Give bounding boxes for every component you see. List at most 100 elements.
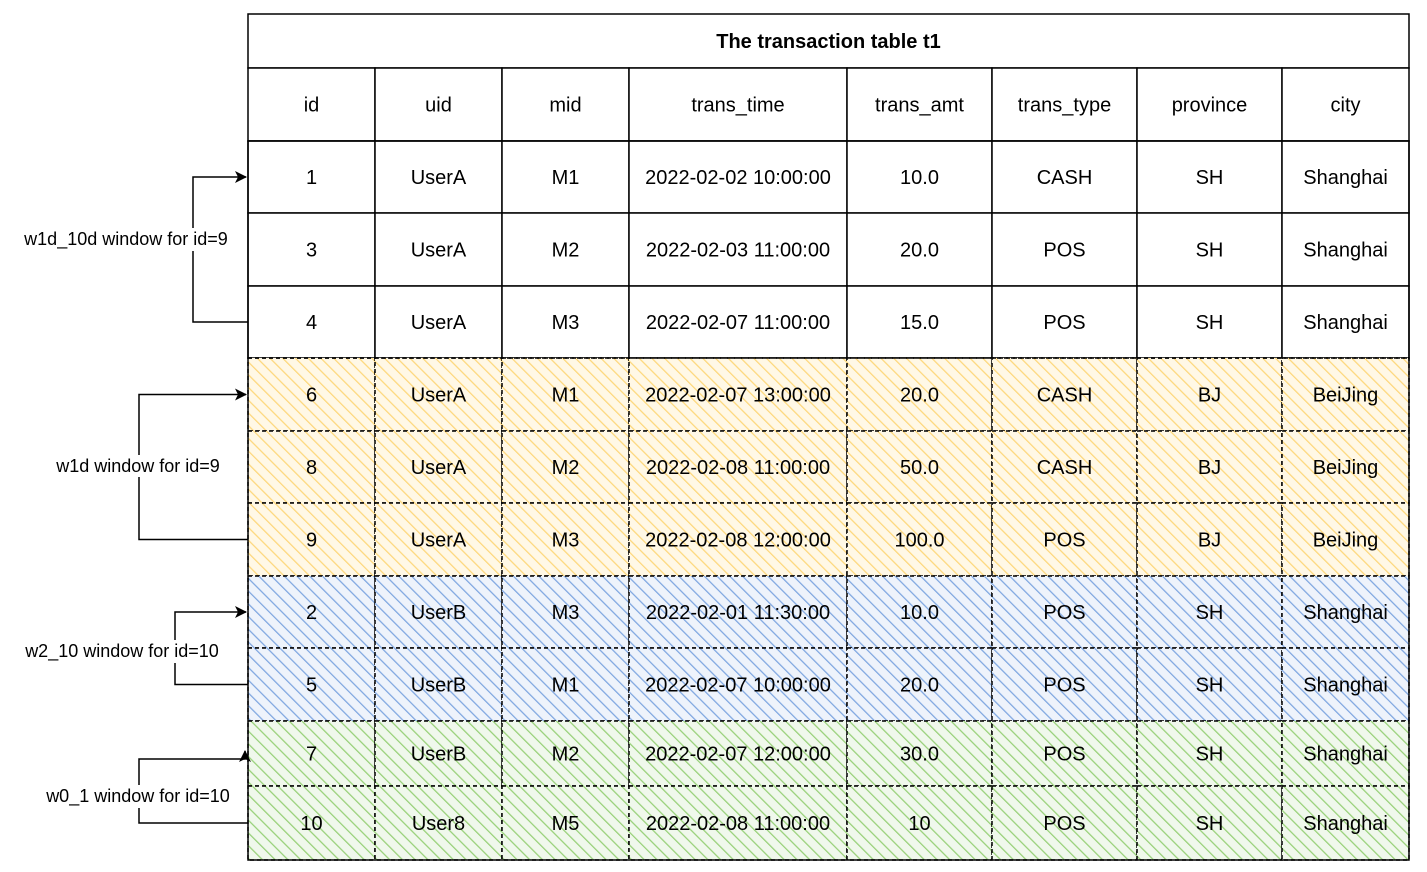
table-row: 7 UserB M2 2022-02-07 12:00:00 30.0 POS SH Shan… <box>247 720 1410 787</box>
cell-province: BJ <box>1198 385 1221 407</box>
cell-trans-type: POS <box>1043 240 1085 262</box>
cell-uid: UserA <box>411 312 467 334</box>
cell-mid: M2 <box>552 457 580 479</box>
table-cell <box>628 785 848 861</box>
table-cell <box>374 647 503 722</box>
table-cell <box>1136 430 1283 504</box>
cell-trans-amt: 30.0 <box>900 744 939 766</box>
table-cell <box>628 647 848 722</box>
cell-trans-time: 2022-02-08 11:00:00 <box>646 813 830 835</box>
cell-trans-type: POS <box>1043 602 1085 624</box>
table-row: 9 UserA M3 2022-02-08 12:00:00 100.0 POS BJ Bei… <box>247 502 1410 577</box>
table-title-cell <box>247 13 1410 69</box>
column-header-id: id <box>304 95 320 117</box>
table-cell <box>1136 785 1283 861</box>
table-cell <box>501 212 630 287</box>
cell-uid: UserA <box>411 167 467 189</box>
table-cell <box>846 720 993 787</box>
table-cell <box>1136 140 1283 214</box>
table-cell <box>247 502 376 577</box>
table-title-row: The transaction table t1 <box>247 13 1410 69</box>
cell-mid: M1 <box>552 675 580 697</box>
cell-trans-type: POS <box>1043 744 1085 766</box>
cell-trans-type: CASH <box>1037 167 1093 189</box>
cell-trans-type: POS <box>1043 813 1085 835</box>
table-row: 1 UserA M1 2022-02-02 10:00:00 10.0 CASH SH Sha… <box>247 140 1410 214</box>
cell-trans-amt: 20.0 <box>900 240 939 262</box>
window-bracket: w1d_10d window for id=9 <box>21 171 248 323</box>
window-label-background <box>21 228 230 251</box>
cell-id: 6 <box>306 385 317 407</box>
cell-province: SH <box>1196 312 1224 334</box>
cell-id: 10 <box>300 813 322 835</box>
table-cell <box>991 285 1138 359</box>
table-outline <box>247 140 1410 861</box>
cell-mid: M3 <box>552 312 580 334</box>
window-bracket: w2_10 window for id=10 <box>22 606 248 686</box>
table-cell <box>991 502 1138 577</box>
cell-province: BJ <box>1198 530 1221 552</box>
table-cell <box>1281 212 1410 287</box>
table-cell <box>1136 720 1283 787</box>
cell-province: SH <box>1196 167 1224 189</box>
table-cell <box>374 285 503 359</box>
cell-trans-time: 2022-02-02 10:00:00 <box>645 167 831 189</box>
table-row: 4 UserA M3 2022-02-07 11:00:00 15.0 POS SH Shan… <box>247 285 1410 359</box>
cell-uid: UserA <box>411 530 467 552</box>
cell-uid: UserB <box>411 675 467 697</box>
cell-mid: M5 <box>552 813 580 835</box>
window-bracket: w0_1 window for id=10 <box>43 750 251 824</box>
table-cell <box>1281 575 1410 649</box>
window-label-background <box>53 455 222 477</box>
cell-trans-amt: 10.0 <box>900 602 939 624</box>
cell-province: SH <box>1196 602 1224 624</box>
table-cell <box>501 575 630 649</box>
cell-mid: M2 <box>552 744 580 766</box>
cell-mid: M2 <box>552 240 580 262</box>
cell-id: 5 <box>306 675 317 697</box>
column-header-mid: mid <box>549 95 581 117</box>
table-cell <box>1136 647 1283 722</box>
table-cell <box>247 140 376 214</box>
table-cell <box>247 575 376 649</box>
table-cell <box>846 647 993 722</box>
cell-mid: M3 <box>552 530 580 552</box>
table-row: 10 User8 M5 2022-02-08 11:00:00 10 POS SH Shang… <box>247 785 1410 861</box>
cell-id: 9 <box>306 530 317 552</box>
table-cell <box>628 430 848 504</box>
table-cell <box>846 212 993 287</box>
table-cell <box>247 785 376 861</box>
table-title: The transaction table t1 <box>716 31 941 53</box>
cell-id: 8 <box>306 457 317 479</box>
cell-city: Shanghai <box>1303 602 1388 624</box>
table-cell <box>1281 140 1410 214</box>
header-cell <box>1136 67 1283 142</box>
table-cell <box>1281 720 1410 787</box>
column-header-trans-amt: trans_amt <box>875 95 964 117</box>
cell-trans-time: 2022-02-07 10:00:00 <box>645 675 831 697</box>
cell-trans-time: 2022-02-03 11:00:00 <box>646 240 830 262</box>
header-cell <box>247 67 376 142</box>
cell-city: BeiJing <box>1313 385 1379 407</box>
column-header-city: city <box>1331 95 1361 117</box>
cell-uid: UserA <box>411 457 467 479</box>
window-label: w1d_10d window for id=9 <box>23 229 228 250</box>
column-header-trans-time: trans_time <box>691 95 784 117</box>
cell-mid: M1 <box>552 385 580 407</box>
cell-trans-type: CASH <box>1037 385 1093 407</box>
cell-city: Shanghai <box>1303 813 1388 835</box>
window-label: w0_1 window for id=10 <box>45 786 230 807</box>
table-cell <box>501 785 630 861</box>
column-header-province: province <box>1172 95 1248 117</box>
table-cell <box>1136 502 1283 577</box>
cell-trans-type: POS <box>1043 312 1085 334</box>
cell-id: 3 <box>306 240 317 262</box>
table-body: 1 UserA M1 2022-02-02 10:00:00 10.0 CASH SH Sha… <box>247 140 1410 861</box>
column-header-trans-type: trans_type <box>1018 95 1111 117</box>
cell-trans-amt: 100.0 <box>894 530 944 552</box>
cell-uid: UserB <box>411 744 467 766</box>
table-row: 2 UserB M3 2022-02-01 11:30:00 10.0 POS SH Shan… <box>247 575 1410 649</box>
cell-trans-amt: 20.0 <box>900 675 939 697</box>
table-cell <box>991 575 1138 649</box>
